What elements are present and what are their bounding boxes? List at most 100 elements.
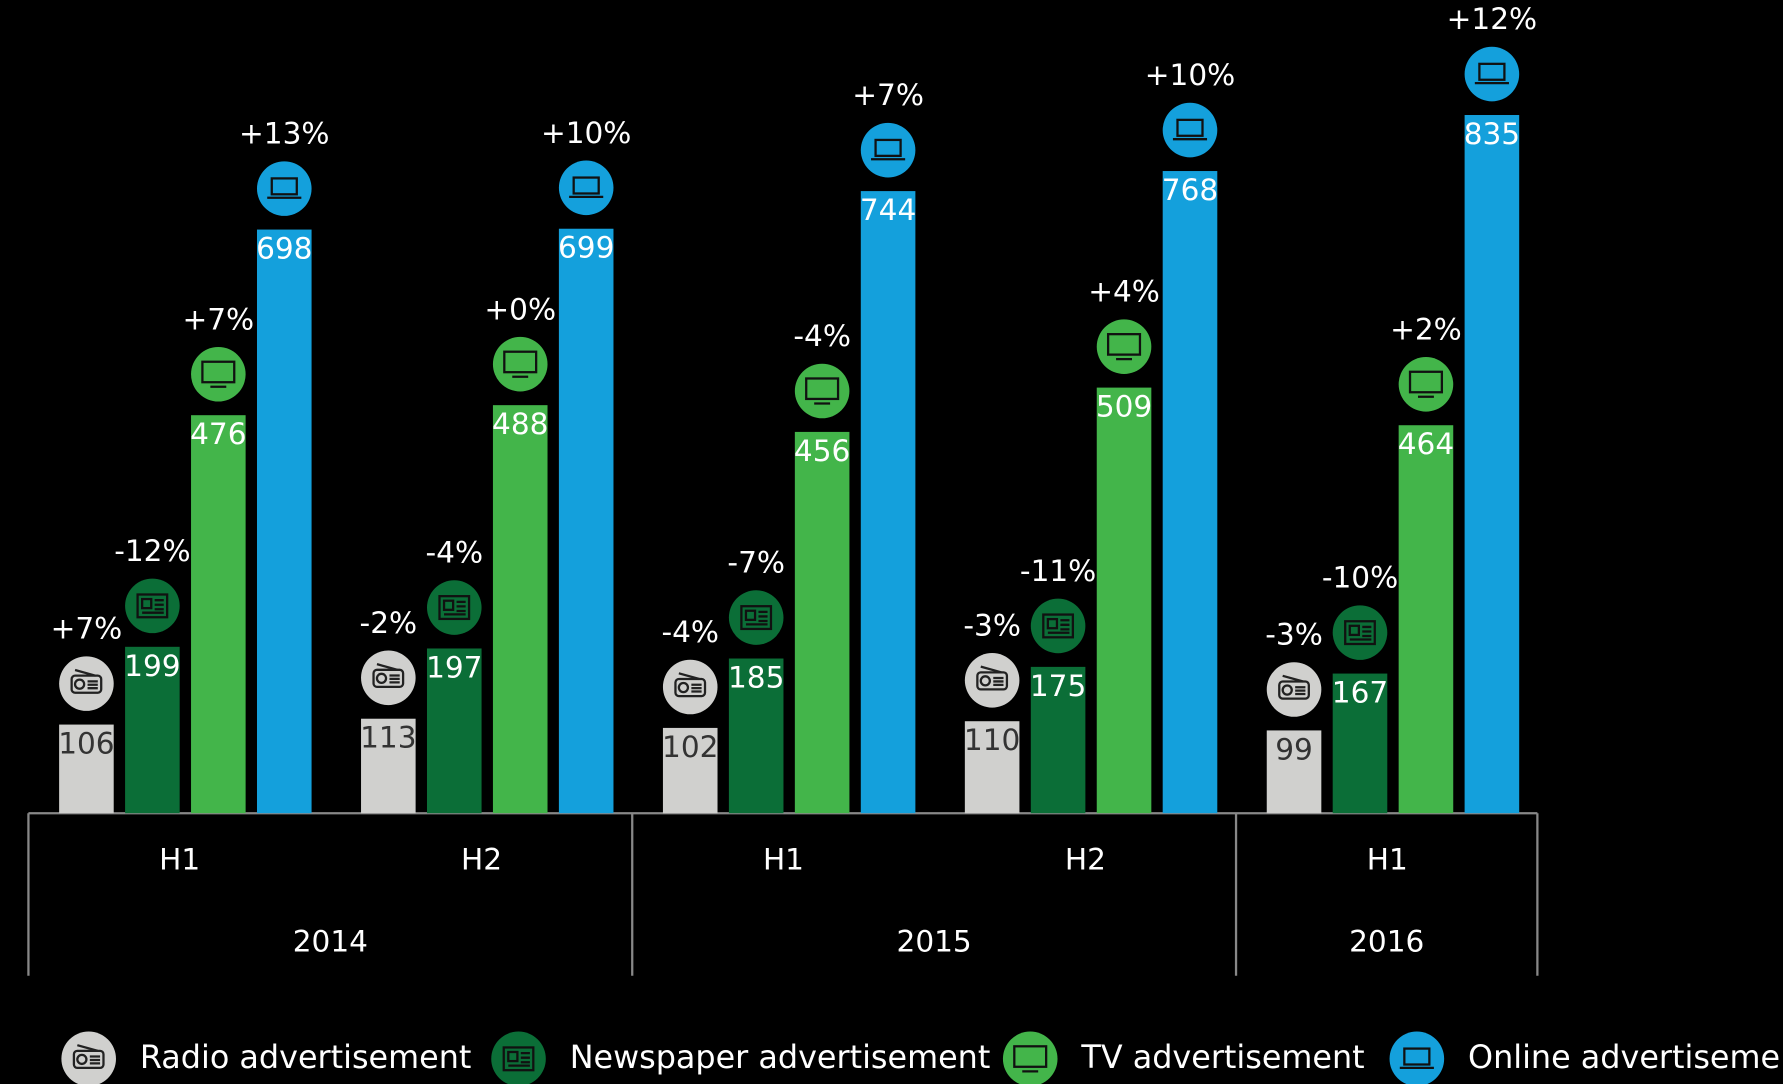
icon-shape	[744, 609, 757, 621]
change-label: +12%	[1447, 2, 1537, 36]
icon-shape	[70, 674, 103, 694]
year-label: 2015	[897, 924, 972, 958]
bar	[361, 718, 416, 814]
icon-shape	[745, 610, 768, 626]
change-label: +7%	[852, 78, 924, 112]
change-label: +10%	[1145, 58, 1235, 92]
series-icon	[1162, 102, 1218, 158]
bar	[191, 415, 246, 814]
year-label: 2014	[293, 924, 368, 958]
icon-shape	[508, 1051, 530, 1067]
icon-circle	[1464, 46, 1520, 102]
value-label: 175	[1030, 669, 1086, 703]
icon-shape	[1013, 1045, 1048, 1068]
bar	[860, 191, 916, 814]
icon-shape	[1106, 333, 1142, 356]
value-label: 464	[1398, 427, 1454, 461]
value-label: 102	[662, 730, 718, 764]
value-label: 113	[360, 721, 416, 755]
icon-shape	[201, 360, 236, 384]
icon-shape	[77, 1044, 99, 1052]
change-label: -4%	[793, 319, 851, 353]
icon-shape	[678, 672, 700, 681]
icon-shape	[1344, 620, 1376, 646]
bar	[1266, 730, 1322, 814]
icon-shape	[389, 674, 400, 684]
change-label: -3%	[1265, 618, 1323, 652]
icon-shape	[1278, 680, 1310, 700]
icon-shape	[980, 665, 1002, 674]
x-tick-label: H2	[461, 842, 502, 876]
series-icon	[1464, 46, 1520, 102]
change-label: -4%	[426, 536, 484, 570]
icon-shape	[674, 677, 707, 698]
series-icon	[728, 590, 784, 645]
icon-circle	[191, 346, 246, 402]
icon-shape	[76, 1053, 88, 1066]
legend-label: Newspaper advertisement	[570, 1038, 991, 1076]
icon-shape	[502, 1046, 535, 1072]
value-label: 110	[964, 723, 1020, 757]
icon-circle	[1162, 102, 1218, 158]
value-label: 197	[426, 650, 482, 684]
change-label: +13%	[239, 117, 329, 151]
icon-circle	[558, 160, 614, 216]
value-label: 199	[124, 649, 180, 683]
series-icon	[59, 656, 114, 711]
icon-shape	[1047, 619, 1070, 634]
series-icon	[964, 652, 1020, 708]
value-label: 509	[1096, 390, 1152, 424]
change-label: +2%	[1390, 312, 1462, 346]
value-label: 698	[256, 232, 312, 266]
icon-shape	[270, 177, 298, 196]
bar	[492, 405, 548, 814]
change-label: +10%	[541, 116, 631, 150]
legend-label: TV advertisement	[1080, 1038, 1364, 1076]
icon-shape	[1349, 625, 1372, 641]
icon-circle	[1332, 605, 1388, 660]
icon-circle	[964, 652, 1020, 708]
bar	[1096, 387, 1152, 814]
icon-circle	[662, 659, 718, 715]
icon-shape	[1042, 613, 1075, 639]
icon-shape	[691, 683, 702, 693]
icon-circle	[1398, 356, 1454, 412]
icon-circle	[1389, 1031, 1445, 1084]
x-tick-label: H1	[1367, 842, 1408, 876]
bar	[1030, 666, 1086, 814]
series-icon	[1002, 1031, 1058, 1084]
series-icon	[1398, 356, 1454, 412]
bar	[1398, 425, 1454, 814]
series-icon	[1389, 1031, 1445, 1084]
series-icon	[1332, 605, 1388, 660]
value-label: 106	[58, 727, 114, 761]
series-icon	[662, 659, 718, 715]
icon-shape	[1403, 1047, 1431, 1066]
icon-shape	[1046, 617, 1059, 630]
change-label: +4%	[1088, 275, 1160, 309]
icon-shape	[375, 672, 388, 685]
icon-shape	[73, 678, 86, 690]
bar	[662, 727, 718, 814]
icon-circle	[1266, 662, 1322, 717]
icon-shape	[142, 599, 164, 614]
icon-circle	[61, 1031, 116, 1084]
change-label: +7%	[51, 612, 123, 646]
icon-circle	[1096, 319, 1152, 374]
icon-shape	[503, 350, 538, 374]
year-label: 2016	[1349, 924, 1424, 958]
series-icon	[860, 122, 916, 178]
change-label: -12%	[114, 534, 190, 568]
bar	[1464, 115, 1520, 814]
bar	[426, 648, 482, 814]
icon-shape	[372, 668, 405, 689]
change-label: -3%	[963, 608, 1021, 642]
change-label: -4%	[661, 615, 719, 649]
series-icon	[61, 1031, 116, 1084]
icon-shape	[1281, 684, 1293, 696]
series-icon	[1030, 598, 1086, 654]
icon-shape	[89, 1055, 101, 1065]
icon-circle	[59, 656, 114, 711]
icon-shape	[1478, 62, 1506, 81]
